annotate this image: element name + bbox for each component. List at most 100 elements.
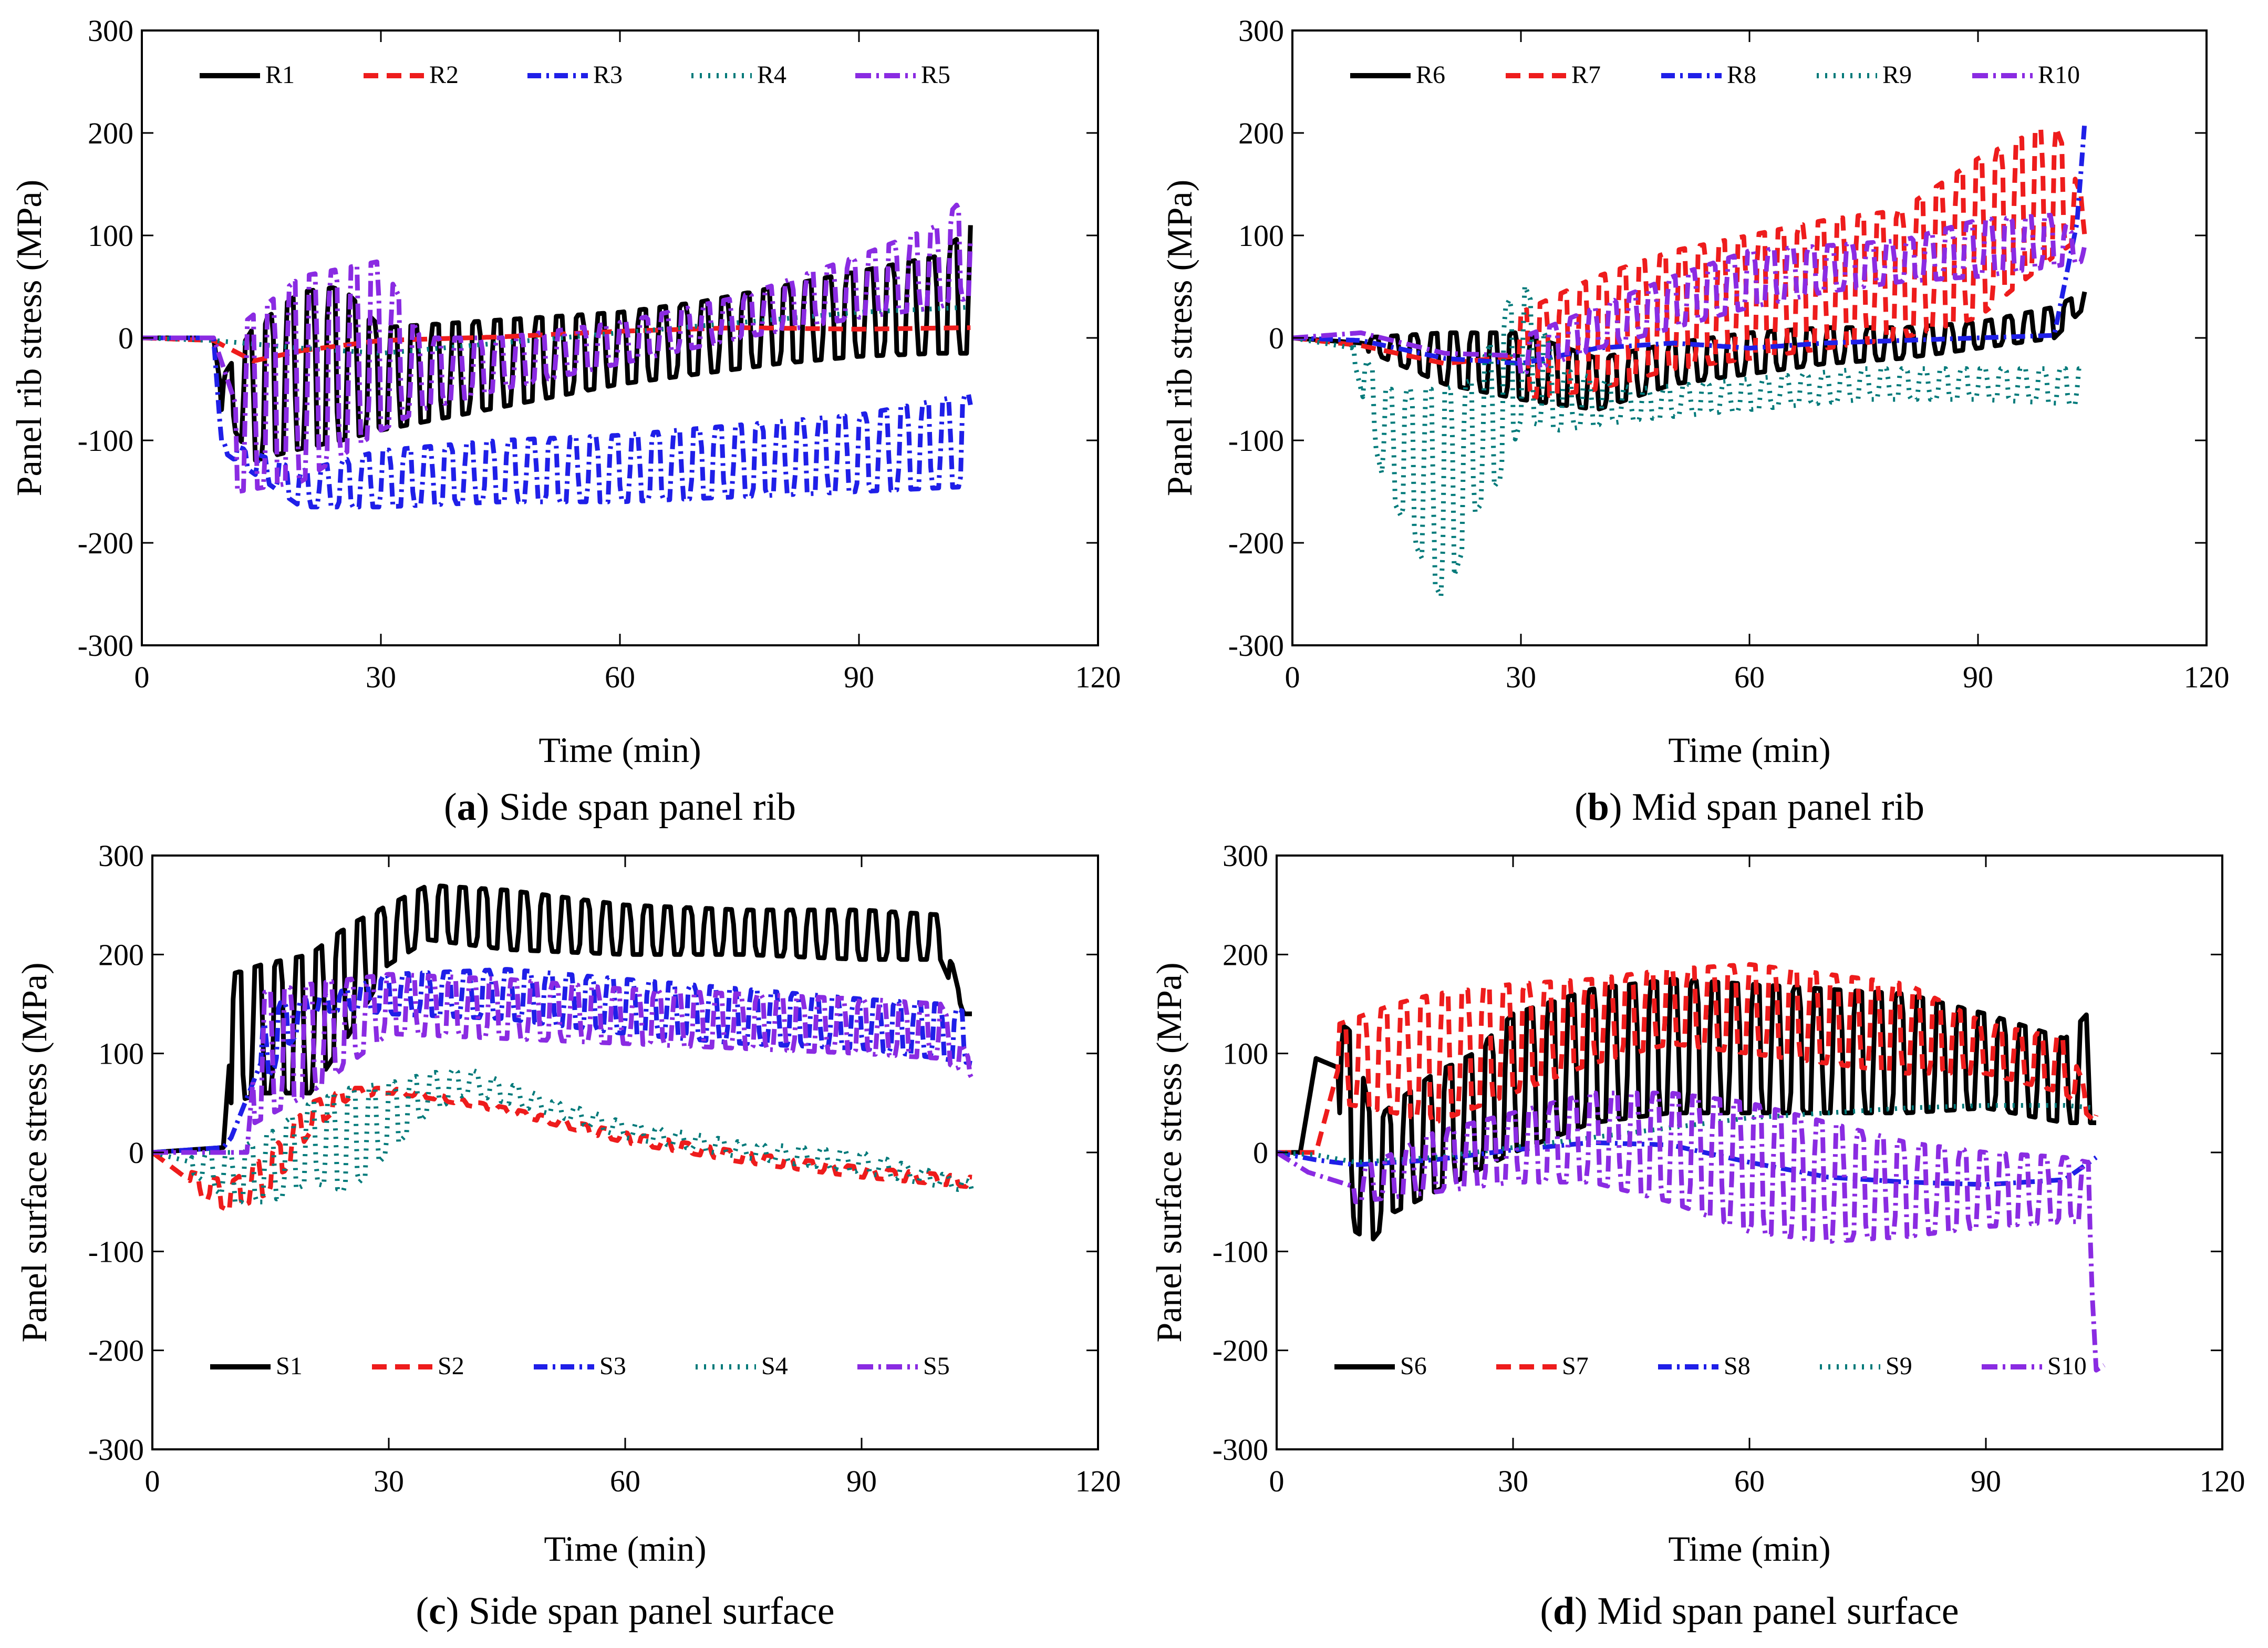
y-tick-label: 200: [1238, 116, 1284, 150]
x-tick-label: 60: [1734, 660, 1765, 694]
legend: R6 R7 R8 R9 R10: [1350, 61, 2080, 89]
series-line-s1: [152, 883, 972, 1155]
y-tick-label: 0: [1253, 1136, 1268, 1170]
panel-b: 0 30 60 90 120 -300 -200 -100 0 100 200 300 Time (mi…: [1159, 14, 2230, 829]
x-tick-label: 120: [2200, 1464, 2245, 1498]
y-tick-label: 100: [1223, 1037, 1268, 1071]
legend-label-s4: S4: [761, 1352, 788, 1380]
legend-label-s10: S10: [2047, 1352, 2087, 1380]
legend-label-s9: S9: [1886, 1352, 1912, 1380]
y-tick-label: 300: [88, 14, 133, 48]
panel-a: 0 30 60 90 120 -300 -200 -100 0 100 200 300 Time (mi…: [9, 14, 1121, 829]
x-tick-label: 120: [2184, 660, 2230, 694]
legend-label-s3: S3: [599, 1352, 626, 1380]
x-tick-label: 0: [134, 660, 150, 694]
series-line-s7: [1277, 962, 2099, 1155]
x-tick-label: 90: [846, 1464, 877, 1498]
y-tick-label: -100: [78, 424, 133, 458]
legend-label-r9: R9: [1882, 61, 1912, 89]
x-tick-label: 30: [374, 1464, 404, 1498]
legend-label-r10: R10: [2038, 61, 2080, 89]
legend-label-r3: R3: [593, 61, 623, 89]
legend-label-s2: S2: [438, 1352, 464, 1380]
legend-label-r1: R1: [265, 61, 295, 89]
x-tick-label: 90: [844, 660, 874, 694]
x-tick-label: 30: [366, 660, 396, 694]
legend-label-r5: R5: [921, 61, 950, 89]
y-tick-label: 100: [88, 219, 133, 253]
y-axis-title: Panel rib stress (MPa): [1159, 180, 1199, 496]
y-tick-label: 200: [1223, 938, 1268, 972]
legend-label-r7: R7: [1571, 61, 1601, 89]
legend-label-s6: S6: [1400, 1352, 1427, 1380]
y-tick-label: 300: [98, 839, 144, 873]
x-tick-label: 90: [1971, 1464, 2001, 1498]
series-line-s9: [1277, 1103, 2097, 1165]
x-axis-title: Time (min): [544, 1529, 706, 1569]
series-line-r8: [1292, 122, 2087, 366]
y-tick-label: 0: [118, 321, 133, 355]
series-group: [1292, 122, 2087, 599]
series-line-r9: [1292, 283, 2085, 599]
y-tick-label: 300: [1223, 839, 1268, 873]
legend-label-r4: R4: [757, 61, 786, 89]
series-line-s10: [1277, 1090, 2106, 1373]
legend: S6 S7 S8 S9 S10: [1334, 1352, 2087, 1380]
y-tick-label: -100: [1213, 1234, 1268, 1269]
y-axis-title: Panel rib stress (MPa): [9, 180, 49, 496]
x-axis-title: Time (min): [1668, 1529, 1830, 1569]
y-tick-label: -100: [88, 1234, 144, 1269]
y-tick-label: 200: [88, 116, 133, 150]
y-tick-label: -300: [88, 1433, 144, 1467]
series-line-s2: [152, 1086, 972, 1213]
y-tick-label: 100: [1238, 219, 1284, 253]
x-tick-label: 0: [1285, 660, 1300, 694]
x-tick-label: 30: [1498, 1464, 1528, 1498]
x-axis-title: Time (min): [538, 730, 701, 770]
legend-label-r8: R8: [1727, 61, 1756, 89]
series-group: [152, 883, 975, 1213]
legend-label-r6: R6: [1416, 61, 1445, 89]
series-line-r7: [1292, 125, 2087, 401]
series-line-r1: [142, 225, 973, 463]
y-axis-title: Panel surface stress (MPa): [1149, 962, 1189, 1342]
series-line-r5: [142, 202, 973, 494]
x-tick-label: 60: [605, 660, 635, 694]
series-group: [1277, 962, 2106, 1373]
y-tick-label: -300: [1213, 1433, 1268, 1467]
legend: R1 R2 R3 R4 R5: [200, 61, 950, 89]
series-group: [142, 202, 973, 510]
y-tick-label: 200: [98, 938, 144, 972]
series-line-s5: [152, 972, 974, 1155]
x-tick-label: 60: [1734, 1464, 1765, 1498]
legend-label-r2: R2: [429, 61, 459, 89]
y-axis-title: Panel surface stress (MPa): [14, 962, 54, 1342]
y-tick-label: -200: [88, 1334, 144, 1368]
legend: S1 S2 S3 S4 S5: [210, 1352, 950, 1380]
x-tick-label: 90: [1963, 660, 1993, 694]
y-tick-label: 0: [129, 1136, 144, 1170]
panel-caption: (b) Mid span panel rib: [1575, 786, 1924, 829]
legend-label-s7: S7: [1562, 1352, 1589, 1380]
y-tick-label: -100: [1228, 424, 1284, 458]
y-tick-label: -300: [78, 629, 133, 663]
legend-label-s1: S1: [276, 1352, 303, 1380]
x-tick-label: 30: [1506, 660, 1536, 694]
panel-caption: (a) Side span panel rib: [444, 786, 796, 829]
panel-caption: (c) Side span panel surface: [416, 1590, 834, 1633]
panel-caption: (d) Mid span panel surface: [1540, 1590, 1959, 1633]
y-tick-label: -200: [1228, 526, 1284, 560]
panel-d: 0 30 60 90 120 -300 -200 -100 0 100 200 300 Time (mi…: [1149, 839, 2245, 1633]
panel-c: 0 30 60 90 120 -300 -200 -100 0 100 200 300 Time (mi…: [14, 839, 1121, 1633]
x-tick-label: 0: [1269, 1464, 1285, 1498]
y-tick-label: 0: [1269, 321, 1284, 355]
legend-label-s5: S5: [923, 1352, 950, 1380]
x-tick-label: 60: [610, 1464, 640, 1498]
y-tick-label: -200: [1213, 1334, 1268, 1368]
y-tick-label: 300: [1238, 14, 1284, 48]
y-tick-label: -300: [1228, 629, 1284, 663]
y-tick-label: 100: [98, 1037, 144, 1071]
x-tick-label: 120: [1075, 1464, 1121, 1498]
legend-label-s8: S8: [1724, 1352, 1751, 1380]
